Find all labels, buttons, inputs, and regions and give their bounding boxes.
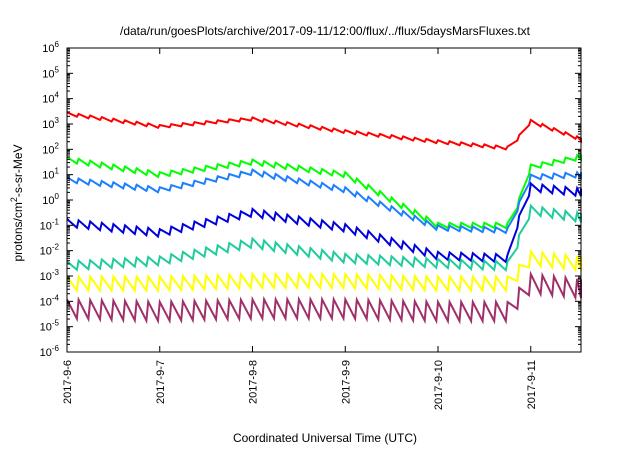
x-tick-label: 2017-9-9 <box>340 360 352 404</box>
y-axis-label-prefix: protons/cm <box>11 202 25 261</box>
x-tick-label: 2017-9-7 <box>155 360 167 404</box>
y-tick-label: 10-5 <box>40 319 60 334</box>
x-tick-label: 2017-9-10 <box>433 360 445 410</box>
series-line-4 <box>66 181 582 264</box>
series-line-1 <box>66 111 582 151</box>
y-tick-label: 100 <box>42 192 59 207</box>
x-axis-label: Coordinated Universal Time (UTC) <box>233 431 417 445</box>
x-tick-label: 2017-9-8 <box>248 360 260 404</box>
x-tick-label: 2017-9-6 <box>62 360 74 404</box>
y-tick-label: 10-4 <box>40 293 60 308</box>
series-line-3 <box>66 167 582 235</box>
y-tick-label: 104 <box>42 91 59 106</box>
y-tick-label: 103 <box>42 116 59 131</box>
series-line-7 <box>66 270 582 325</box>
series-line-5 <box>66 203 582 273</box>
y-tick-label: 105 <box>42 65 59 80</box>
series-line-2 <box>66 153 582 230</box>
y-tick-label: 101 <box>42 167 59 182</box>
y-tick-label: 102 <box>42 141 59 156</box>
y-tick-label: 10-1 <box>40 217 60 232</box>
plot-frame <box>66 47 582 353</box>
y-axis-label-suffix: -s-sr-MeV <box>11 144 25 197</box>
y-tick-label: 10-3 <box>40 268 60 283</box>
tick-layer: 10-6 10-5 10-4 10-3 10-2 10-1 100 101 102 103 104 1… <box>40 40 581 410</box>
y-axis-label-superscript: 2 <box>9 197 19 202</box>
y-tick-label: 10-6 <box>40 344 60 359</box>
y-tick-label: 106 <box>42 40 59 55</box>
x-tick-label: 2017-9-11 <box>526 360 538 409</box>
chart-title: /data/run/goesPlots/archive/2017-09-11/1… <box>120 24 531 38</box>
svg-text:protons/cm2-s-sr-MeV: protons/cm2-s-sr-MeV <box>9 144 25 261</box>
y-axis-label: protons/cm2-s-sr-MeV <box>9 144 25 261</box>
series-line-6 <box>66 248 582 294</box>
y-tick-label: 10-2 <box>40 243 60 258</box>
series-layer <box>66 111 582 325</box>
